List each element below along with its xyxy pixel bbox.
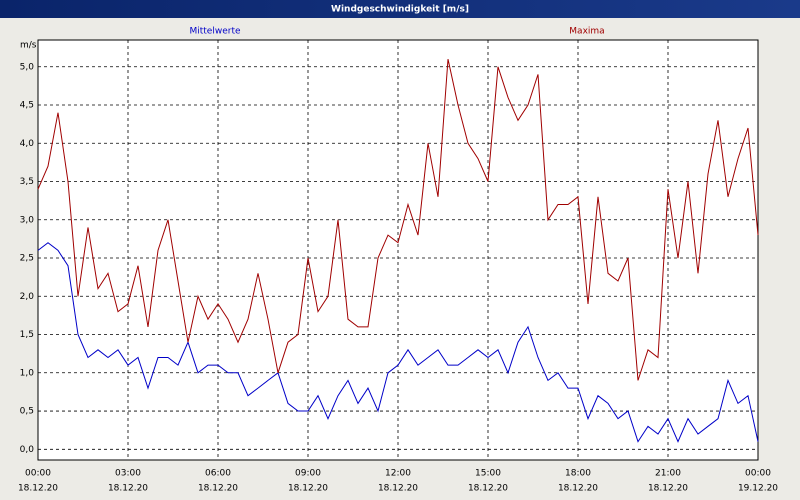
- y-tick-label: 0,0: [20, 445, 35, 455]
- y-tick-label: 4,0: [20, 139, 35, 149]
- x-tick-label: 03:00: [115, 469, 141, 479]
- title-bar: [0, 0, 800, 18]
- y-tick-label: 1,5: [20, 330, 34, 340]
- y-tick-label: 3,5: [20, 177, 34, 187]
- data-line: [37, 58, 759, 381]
- x-tick-label: 00:00: [25, 469, 51, 479]
- x-tick-date: 18.12.20: [198, 484, 238, 494]
- x-tick-date: 18.12.20: [558, 484, 598, 494]
- legend-entry: Maxima: [569, 27, 604, 37]
- x-tick-date: 18.12.20: [648, 484, 688, 494]
- x-tick-date: 18.12.20: [378, 484, 418, 494]
- chart-title: Windgeschwindigkeit [m/s]: [331, 5, 469, 15]
- y-axis-label: m/s: [20, 41, 37, 51]
- data-line: [37, 242, 759, 443]
- x-tick-label: 09:00: [295, 469, 321, 479]
- x-tick-date: 18.12.20: [468, 484, 508, 494]
- x-tick-date: 19.12.20: [738, 484, 778, 494]
- x-tick-date: 18.12.20: [288, 484, 328, 494]
- x-tick-date: 18.12.20: [18, 484, 58, 494]
- x-tick-label: 12:00: [385, 469, 411, 479]
- y-tick-label: 3,0: [20, 215, 35, 225]
- x-tick-label: 15:00: [475, 469, 501, 479]
- x-tick-label: 00:00: [745, 469, 771, 479]
- legend-entry: Mittelwerte: [189, 27, 240, 37]
- y-tick-label: 0,5: [20, 407, 34, 417]
- y-tick-label: 2,0: [20, 292, 35, 302]
- x-tick-label: 21:00: [655, 469, 681, 479]
- x-tick-date: 18.12.20: [108, 484, 148, 494]
- y-tick-label: 2,5: [20, 254, 34, 264]
- y-tick-label: 1,0: [20, 368, 35, 378]
- x-tick-label: 18:00: [565, 469, 591, 479]
- y-tick-label: 4,5: [20, 101, 34, 111]
- y-tick-label: 5,0: [20, 62, 35, 72]
- x-tick-label: 06:00: [205, 469, 231, 479]
